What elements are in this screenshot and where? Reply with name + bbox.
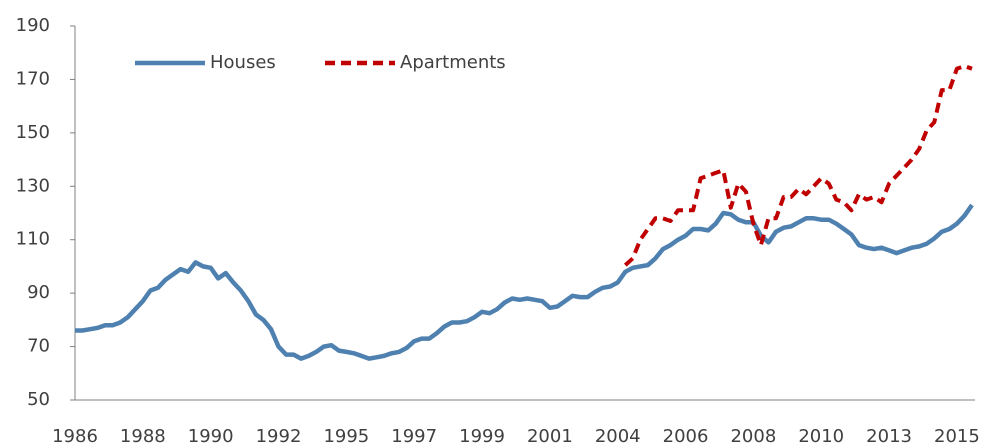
x-tick-label: 2010 bbox=[798, 426, 844, 447]
x-tick-label: 1995 bbox=[323, 426, 369, 447]
x-tick-label: 1999 bbox=[459, 426, 505, 447]
y-tick-label: 50 bbox=[27, 389, 50, 410]
y-tick-label: 70 bbox=[27, 336, 50, 357]
x-tick-label: 2015 bbox=[934, 426, 980, 447]
y-tick-label: 150 bbox=[16, 122, 50, 143]
x-tick-label: 1990 bbox=[188, 426, 234, 447]
y-tick-label: 110 bbox=[16, 229, 50, 250]
y-tick-label: 170 bbox=[16, 68, 50, 89]
y-tick-label: 90 bbox=[27, 282, 50, 303]
x-tick-label: 2001 bbox=[527, 426, 573, 447]
x-tick-label: 1997 bbox=[391, 426, 437, 447]
x-tick-label: 2004 bbox=[595, 426, 641, 447]
x-tick-label: 2006 bbox=[663, 426, 709, 447]
x-tick-label: 1992 bbox=[256, 426, 302, 447]
y-tick-label: 130 bbox=[16, 175, 50, 196]
x-tick-label: 2013 bbox=[866, 426, 912, 447]
line bbox=[623, 64, 973, 267]
x-tick-label: 2008 bbox=[730, 426, 776, 447]
line bbox=[75, 203, 974, 361]
x-tick-label: 1986 bbox=[52, 426, 98, 447]
legend-label: Apartments bbox=[400, 52, 506, 73]
y-tick-label: 190 bbox=[16, 15, 50, 36]
legend-label: Houses bbox=[210, 52, 276, 73]
x-tick-label: 1988 bbox=[120, 426, 166, 447]
